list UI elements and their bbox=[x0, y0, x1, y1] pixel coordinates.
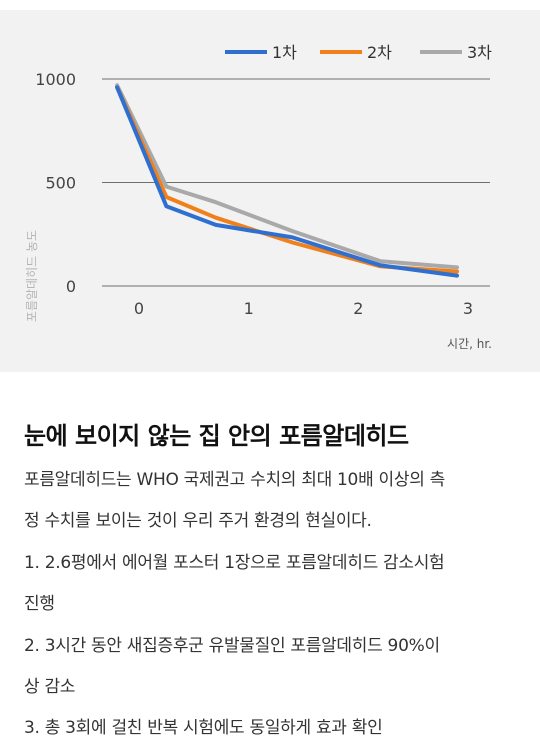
list-item-2-line-1: 2. 3시간 동안 새집증후군 유발물질인 포름알데히드 90%이 bbox=[24, 636, 440, 656]
chart-legend: 1차 2차 3차 bbox=[225, 43, 492, 62]
list-item-2-line-2: 상 감소 bbox=[24, 677, 76, 697]
line-chart: 1000 500 0 0 1 2 3 1차 2차 3차 포름알데히드 농도 시간, hr. bbox=[25, 43, 492, 351]
y-tick-labels: 1000 500 0 bbox=[35, 70, 76, 296]
x-tick-label: 2 bbox=[353, 299, 363, 318]
x-tick-labels: 0 1 2 3 bbox=[134, 299, 473, 318]
intro-line-1: 포름알데히드는 WHO 국제권고 수치의 최대 10배 이상의 측 bbox=[24, 470, 445, 490]
list-item-1-line-1: 1. 2.6평에서 에어월 포스터 1장으로 포름알데히드 감소시험 bbox=[24, 553, 445, 573]
y-axis-label: 포름알데히드 농도 bbox=[25, 230, 39, 322]
x-tick-label: 1 bbox=[244, 299, 254, 318]
legend-label: 1차 bbox=[272, 43, 297, 62]
legend-label: 2차 bbox=[367, 43, 392, 62]
y-tick-label: 500 bbox=[45, 174, 76, 193]
x-tick-label: 3 bbox=[463, 299, 473, 318]
y-tick-label: 0 bbox=[66, 277, 76, 296]
list-item-3: 3. 총 3회에 걸친 반복 시험에도 동일하게 효과 확인 bbox=[24, 718, 383, 738]
series-line-1차 bbox=[115, 85, 459, 278]
series-lines bbox=[115, 83, 459, 278]
top-strip bbox=[0, 0, 540, 10]
x-axis-label: 시간, hr. bbox=[447, 337, 492, 351]
grid-lines bbox=[102, 78, 490, 287]
list-item-1-line-2: 진행 bbox=[24, 594, 55, 614]
intro-line-2: 정 수치를 보이는 것이 우리 주거 환경의 현실이다. bbox=[24, 511, 372, 531]
article-heading: 눈에 보이지 않는 집 안의 포름알데히드 bbox=[24, 422, 409, 450]
x-tick-label: 0 bbox=[134, 299, 144, 318]
y-tick-label: 1000 bbox=[35, 70, 76, 89]
series-line-3차 bbox=[115, 83, 459, 270]
chart-card: 1000 500 0 0 1 2 3 1차 2차 3차 포름알데히드 농도 시간, hr. bbox=[0, 10, 540, 372]
legend-label: 3차 bbox=[467, 43, 492, 62]
series-line-2차 bbox=[115, 85, 459, 274]
